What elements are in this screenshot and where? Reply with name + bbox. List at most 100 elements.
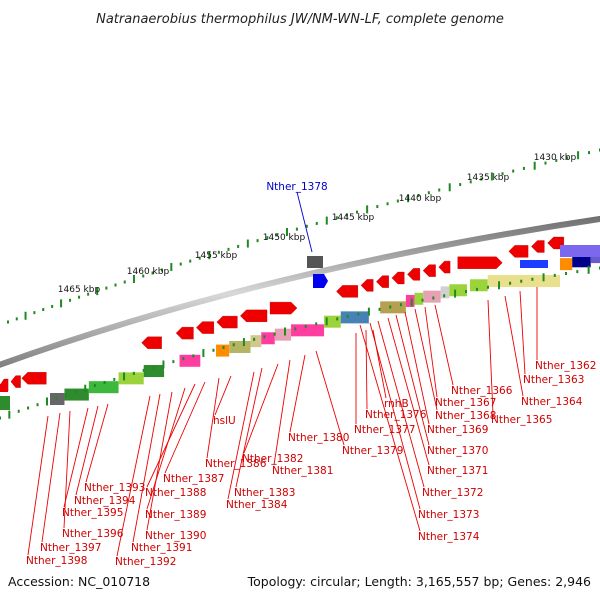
minor-tick <box>576 270 579 274</box>
leader-line <box>273 359 291 466</box>
leader-line <box>85 403 109 483</box>
minor-tick <box>152 365 155 369</box>
feature-block <box>229 340 251 353</box>
major-tick <box>533 161 536 170</box>
minor-tick <box>346 314 349 318</box>
major-tick <box>490 172 493 181</box>
minor-tick <box>142 274 145 278</box>
gene-label: Nther_1383 <box>234 487 295 499</box>
minor-tick <box>192 354 195 358</box>
minor-tick <box>65 393 68 397</box>
gene-arrow <box>547 236 565 250</box>
kbp-label: 1450 kbp <box>263 233 306 243</box>
gene-arrow <box>269 301 298 315</box>
minor-tick <box>417 193 420 197</box>
minor-tick <box>36 403 39 407</box>
gene-label: Nther_1367 <box>435 397 496 409</box>
kbp-label: 1430 kbp <box>534 153 577 163</box>
leader-line <box>116 395 151 557</box>
gene-label: Nther_1384 <box>226 499 288 511</box>
minor-tick <box>509 281 512 285</box>
gene-arrow <box>175 326 194 340</box>
major-tick <box>577 151 580 160</box>
minor-tick <box>512 169 515 173</box>
minor-tick <box>565 272 568 276</box>
minor-tick <box>51 304 54 308</box>
feature-block <box>560 245 600 257</box>
minor-tick <box>588 151 591 155</box>
accession-text: Accession: NC_010718 <box>8 574 150 589</box>
gene-label: Nther_1369 <box>427 424 488 436</box>
gene-arrow <box>10 375 21 388</box>
minor-tick <box>345 213 348 217</box>
leader-line <box>315 350 345 446</box>
feature-block <box>291 324 325 337</box>
minor-tick <box>132 371 135 375</box>
highlight-leader-line <box>296 191 313 253</box>
gene-label: Nther_1394 <box>74 495 136 507</box>
leader-line <box>404 311 430 425</box>
gene-label: Nther_1362 <box>535 360 596 372</box>
major-tick <box>448 183 451 192</box>
major-tick <box>587 265 590 274</box>
major-tick <box>498 281 501 290</box>
minor-tick <box>87 292 90 296</box>
feature-block <box>449 284 467 297</box>
minor-tick <box>182 357 185 361</box>
minor-tick <box>15 317 18 321</box>
leader-line <box>227 371 255 500</box>
gene-label: Nther_1392 <box>115 556 176 568</box>
minor-tick <box>531 277 534 281</box>
leader-line <box>289 354 306 433</box>
minor-tick <box>336 317 339 321</box>
minor-tick <box>396 199 399 203</box>
minor-tick <box>522 166 525 170</box>
gene-arrow <box>457 256 503 269</box>
leader-line <box>359 324 421 532</box>
major-tick <box>24 311 27 320</box>
minor-tick <box>273 332 276 336</box>
feature-block <box>340 311 369 324</box>
minor-tick <box>42 308 45 312</box>
gene-label: Nther_1389 <box>145 509 206 521</box>
minor-tick <box>123 280 126 284</box>
minor-tick <box>212 348 215 352</box>
gene-label: Nther_1388 <box>145 487 206 499</box>
gene-arrow <box>422 264 436 277</box>
minor-tick <box>427 191 430 195</box>
major-tick <box>246 239 249 248</box>
gene-label: Nther_1380 <box>288 432 349 444</box>
gene-label: Nther_1387 <box>163 473 224 485</box>
minor-tick <box>276 233 279 237</box>
minor-tick <box>253 337 256 341</box>
leader-line <box>434 304 454 386</box>
major-tick <box>286 228 288 236</box>
gene-label: Nther_1364 <box>521 396 583 408</box>
gene-arrow <box>376 275 389 288</box>
minor-tick <box>160 268 163 272</box>
lower-ticks <box>0 265 600 420</box>
minor-tick <box>469 180 472 184</box>
feature-block <box>590 251 600 264</box>
leader-line <box>146 391 173 531</box>
major-tick <box>132 275 135 284</box>
leader-line <box>63 410 71 529</box>
leader-line <box>487 299 494 415</box>
kbp-label: 1445 kbp <box>332 213 375 223</box>
minor-tick <box>438 188 441 192</box>
gene-arrow <box>196 321 215 334</box>
leader-line <box>372 329 387 399</box>
feature-block <box>164 359 180 372</box>
feature-block <box>118 372 144 385</box>
minor-tick <box>105 286 108 290</box>
minor-tick <box>27 406 30 410</box>
minor-tick <box>151 271 154 275</box>
major-tick <box>454 289 457 298</box>
minor-tick <box>74 390 77 394</box>
leader-line <box>395 314 430 446</box>
minor-tick <box>399 303 402 307</box>
feature-block <box>572 255 591 268</box>
major-tick <box>170 263 173 272</box>
gene-features <box>0 236 600 410</box>
minor-tick <box>217 250 220 254</box>
